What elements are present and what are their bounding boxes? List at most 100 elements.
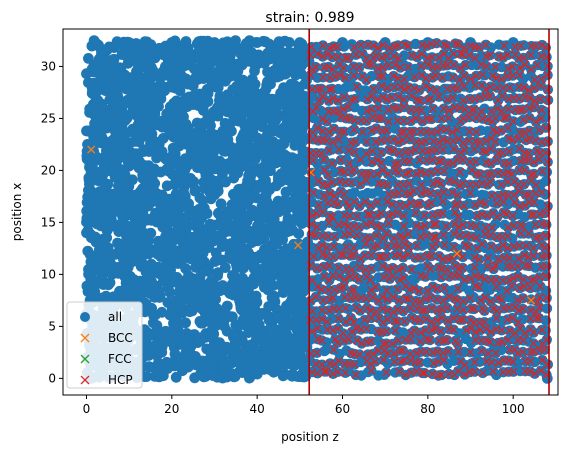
all-point: [117, 130, 129, 142]
hcp-point: [340, 219, 349, 228]
all-point: [192, 293, 204, 304]
hcp-point: [400, 317, 409, 326]
hcp-point: [393, 317, 402, 326]
hcp-point: [433, 316, 442, 325]
all-point: [265, 260, 277, 271]
hcp-point: [318, 127, 327, 136]
hcp-point: [356, 180, 365, 189]
hcp-point: [367, 126, 376, 135]
hcp-point: [396, 82, 405, 91]
hcp-point: [356, 306, 365, 315]
hcp-point: [367, 313, 376, 322]
hcp-point: [334, 263, 343, 272]
hcp-point: [389, 293, 398, 302]
all-point: [104, 277, 115, 289]
all-point: [294, 335, 306, 346]
hcp-point: [355, 275, 364, 284]
all-point: [294, 124, 306, 136]
all-point: [182, 173, 193, 185]
hcp-point: [362, 75, 371, 84]
all-point: [244, 89, 256, 100]
hcp-point: [369, 243, 378, 252]
hcp-point: [432, 219, 441, 229]
hcp-point: [382, 327, 391, 336]
all-point: [191, 252, 202, 264]
hcp-point: [388, 271, 397, 281]
hcp-point: [374, 104, 383, 113]
hcp-point: [362, 116, 371, 125]
hcp-point: [421, 272, 430, 281]
all-point: [128, 252, 140, 264]
all-point: [259, 207, 270, 219]
hcp-point: [382, 252, 391, 261]
all-point: [165, 255, 177, 267]
hcp-point: [366, 201, 376, 210]
hcp-point: [389, 72, 398, 81]
hcp-point: [422, 335, 432, 344]
all-point: [276, 88, 288, 100]
hcp-point: [319, 296, 328, 305]
hcp-point: [312, 103, 321, 112]
all-point: [288, 252, 300, 264]
hcp-point: [367, 264, 376, 273]
hcp-point: [378, 166, 387, 175]
all-point: [228, 329, 239, 341]
all-point: [214, 90, 226, 102]
hcp-point: [413, 241, 422, 250]
hcp-point: [345, 211, 354, 220]
all-point: [145, 328, 156, 340]
hcp-point: [349, 285, 358, 294]
hcp-point: [435, 252, 444, 261]
all-point: [157, 121, 168, 133]
all-point: [297, 164, 309, 176]
all-point: [230, 230, 242, 242]
hcp-point: [395, 250, 404, 259]
all-point: [264, 364, 275, 375]
hcp-point: [328, 293, 337, 302]
all-point: [131, 93, 143, 105]
all-point: [113, 73, 124, 85]
all-point: [218, 175, 230, 187]
hcp-point: [388, 200, 397, 209]
hcp-point: [394, 54, 403, 63]
hcp-point: [425, 335, 435, 345]
all-point: [198, 35, 210, 47]
all-point: [140, 266, 152, 278]
all-point: [118, 253, 129, 265]
hcp-point: [379, 339, 388, 348]
hcp-point: [375, 252, 384, 261]
hcp-point: [362, 324, 371, 333]
hcp-point: [390, 83, 399, 92]
hcp-point: [412, 349, 421, 358]
hcp-point: [324, 232, 333, 241]
all-point: [228, 371, 240, 383]
hcp-point: [349, 165, 358, 175]
hcp-point: [415, 156, 424, 165]
hcp-point: [367, 60, 376, 69]
hcp-point: [341, 53, 350, 62]
hcp-point: [326, 211, 335, 221]
all-point: [282, 270, 293, 282]
hcp-point: [344, 146, 353, 155]
hcp-point: [371, 282, 380, 292]
hcp-point: [340, 190, 349, 199]
all-point: [95, 254, 106, 266]
hcp-point: [383, 181, 392, 190]
all-point: [233, 184, 245, 195]
hcp-point: [417, 180, 426, 189]
hcp-point: [324, 62, 333, 71]
all-point: [227, 109, 239, 120]
hcp-point: [306, 51, 315, 60]
all-point: [140, 160, 151, 172]
hcp-point: [313, 264, 322, 273]
hcp-point: [410, 73, 419, 82]
all-point: [117, 172, 129, 184]
hcp-point: [383, 306, 392, 315]
all-point: [184, 306, 196, 318]
all-point: [163, 216, 175, 228]
all-point: [175, 339, 187, 350]
all-point: [315, 105, 327, 117]
hcp-point: [309, 188, 318, 197]
hcp-point: [349, 71, 358, 80]
hcp-point: [312, 209, 321, 218]
